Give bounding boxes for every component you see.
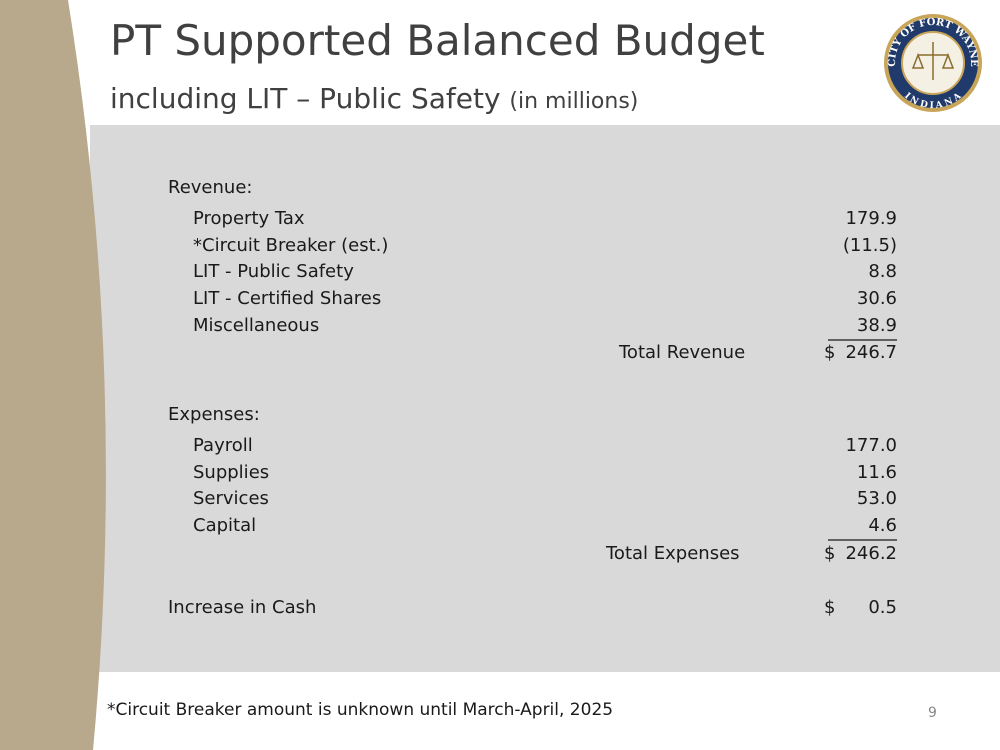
total-label: Total Revenue	[619, 342, 746, 363]
subtitle: including LIT – Public Safety (in millio…	[110, 82, 638, 115]
total-label: Total Expenses	[606, 543, 740, 564]
footnote: *Circuit Breaker amount is unknown until…	[107, 700, 614, 720]
subtitle-text: including LIT – Public Safety	[110, 82, 501, 115]
title: PT Supported Balanced Budget	[110, 16, 765, 65]
item-label: Supplies	[193, 461, 270, 483]
item-label: Capital	[193, 515, 257, 537]
city-seal: CITY OF FORT WAYNE INDIANA	[884, 14, 982, 112]
item-value: 11.6	[856, 461, 897, 483]
item-label: Payroll	[193, 435, 253, 456]
item-label: Services	[193, 488, 269, 510]
currency: $	[824, 342, 836, 363]
page-number: 9	[928, 705, 937, 721]
item-label: LIT - Certified Shares	[193, 288, 382, 310]
content-panel	[90, 125, 1000, 672]
cash-value: 0.5	[868, 597, 897, 618]
item-label: LIT - Public Safety	[193, 261, 354, 283]
item-value: (11.5)	[842, 234, 897, 256]
currency: $	[824, 597, 836, 618]
item-label: Miscellaneous	[193, 314, 320, 336]
item-label: Property Tax	[193, 208, 305, 229]
item-value: 179.9	[845, 208, 897, 229]
section-heading: Revenue:	[168, 177, 253, 198]
item-label: *Circuit Breaker (est.)	[193, 234, 389, 256]
item-value: 53.0	[856, 488, 897, 510]
side-curve	[0, 0, 106, 750]
total-value: 246.7	[845, 342, 897, 363]
currency: $	[824, 543, 836, 564]
item-value: 4.6	[868, 515, 897, 537]
section-heading: Expenses:	[168, 404, 260, 425]
item-value: 177.0	[845, 435, 897, 456]
cash-label: Increase in Cash	[168, 597, 317, 618]
item-value: 38.9	[856, 314, 897, 336]
subtitle-note: (in millions)	[509, 89, 639, 114]
item-value: 8.8	[868, 261, 897, 283]
item-value: 30.6	[856, 288, 897, 310]
total-value: 246.2	[845, 543, 897, 564]
